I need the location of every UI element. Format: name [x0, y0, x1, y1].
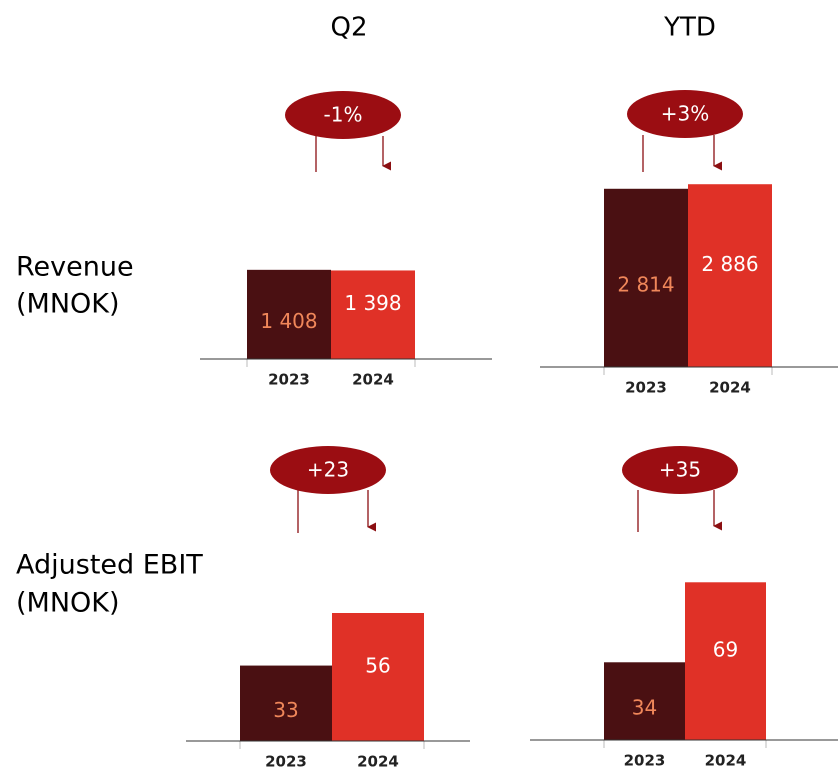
change-label: +23 — [307, 458, 349, 482]
change-badge — [627, 90, 743, 138]
bar — [247, 269, 331, 359]
row-label: Revenue — [16, 252, 134, 283]
bar — [331, 270, 415, 359]
bar — [240, 665, 332, 741]
change-label: +3% — [661, 102, 710, 126]
x-tick-label: 2024 — [709, 379, 751, 397]
column-title: Q2 — [330, 13, 367, 43]
row-label: (MNOK) — [16, 289, 120, 320]
value-label: 34 — [632, 696, 657, 720]
x-tick-label: 2023 — [268, 371, 310, 389]
row-label: (MNOK) — [16, 588, 120, 619]
value-label: 2 814 — [617, 272, 674, 296]
change-badge — [285, 91, 401, 139]
value-label: 33 — [273, 698, 298, 722]
change-badge — [622, 446, 738, 494]
x-tick-label: 2023 — [265, 753, 307, 771]
value-label: 56 — [365, 654, 390, 678]
row-label: Adjusted EBIT — [16, 550, 203, 581]
bar — [604, 188, 688, 367]
value-label: 1 408 — [260, 309, 317, 333]
bar — [332, 613, 424, 741]
change-label: +35 — [659, 458, 701, 482]
change-badge — [270, 446, 386, 494]
change-label: -1% — [324, 103, 363, 127]
x-tick-label: 2024 — [357, 753, 399, 771]
x-tick-label: 2024 — [705, 752, 747, 770]
column-title: YTD — [663, 13, 716, 43]
value-label: 1 398 — [344, 291, 401, 315]
x-tick-label: 2023 — [625, 379, 667, 397]
x-tick-label: 2023 — [624, 752, 666, 770]
value-label: 69 — [713, 638, 738, 662]
bar — [685, 582, 766, 740]
x-tick-label: 2024 — [352, 371, 394, 389]
value-label: 2 886 — [701, 252, 758, 276]
bar — [604, 662, 685, 740]
bar — [688, 184, 772, 367]
